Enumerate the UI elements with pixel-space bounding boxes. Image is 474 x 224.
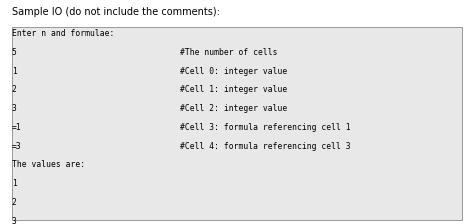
Text: 2: 2: [12, 85, 17, 94]
Text: #The number of cells: #The number of cells: [180, 48, 278, 57]
Text: The values are:: The values are:: [12, 160, 85, 169]
Text: #Cell 0: integer value: #Cell 0: integer value: [180, 67, 287, 76]
Text: Enter n and formulae:: Enter n and formulae:: [12, 29, 114, 38]
Text: =1: =1: [12, 123, 22, 132]
Text: 1: 1: [12, 179, 17, 188]
FancyBboxPatch shape: [12, 27, 462, 220]
Text: #Cell 2: integer value: #Cell 2: integer value: [180, 104, 287, 113]
Text: 3: 3: [12, 217, 17, 224]
Text: #Cell 4: formula referencing cell 3: #Cell 4: formula referencing cell 3: [180, 142, 351, 151]
Text: #Cell 3: formula referencing cell 1: #Cell 3: formula referencing cell 1: [180, 123, 351, 132]
Text: Sample IO (do not include the comments):: Sample IO (do not include the comments):: [12, 7, 220, 17]
Text: 3: 3: [12, 104, 17, 113]
Text: =3: =3: [12, 142, 22, 151]
Text: #Cell 1: integer value: #Cell 1: integer value: [180, 85, 287, 94]
Text: 2: 2: [12, 198, 17, 207]
Text: 5: 5: [12, 48, 17, 57]
Text: 1: 1: [12, 67, 17, 76]
